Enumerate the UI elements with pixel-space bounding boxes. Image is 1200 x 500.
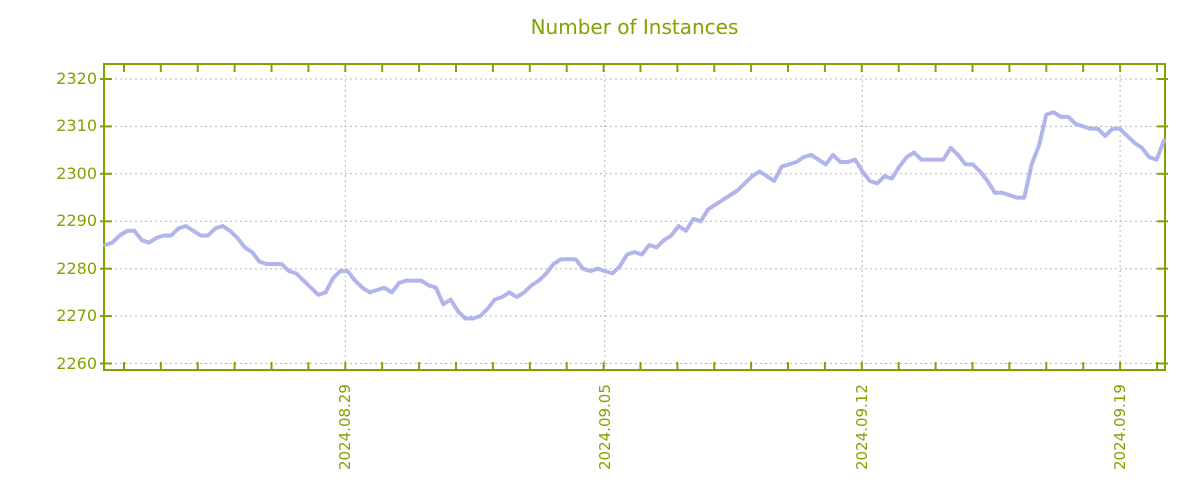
instances-line — [103, 110, 1166, 321]
y-axis-label: 2290 — [56, 211, 97, 231]
y-axis-label: 2320 — [56, 68, 97, 88]
y-axis-label: 2310 — [56, 116, 97, 136]
x-axis-date-label: 2024.09.12 — [853, 384, 872, 470]
y-axis-label: 2260 — [56, 353, 97, 373]
y-axis-label: 2280 — [56, 258, 97, 278]
plot-area — [100, 65, 1168, 369]
x-axis-date-label: 2024.09.05 — [595, 384, 614, 470]
y-axis-label: 2270 — [56, 306, 97, 326]
y-axis-label: 2300 — [56, 163, 97, 183]
chart-title: Number of Instances — [530, 15, 739, 39]
x-axis-date-label: 2024.08.29 — [336, 384, 355, 470]
x-axis-date-label: 2024.09.19 — [1111, 384, 1130, 470]
plot-area-border — [103, 63, 1166, 371]
